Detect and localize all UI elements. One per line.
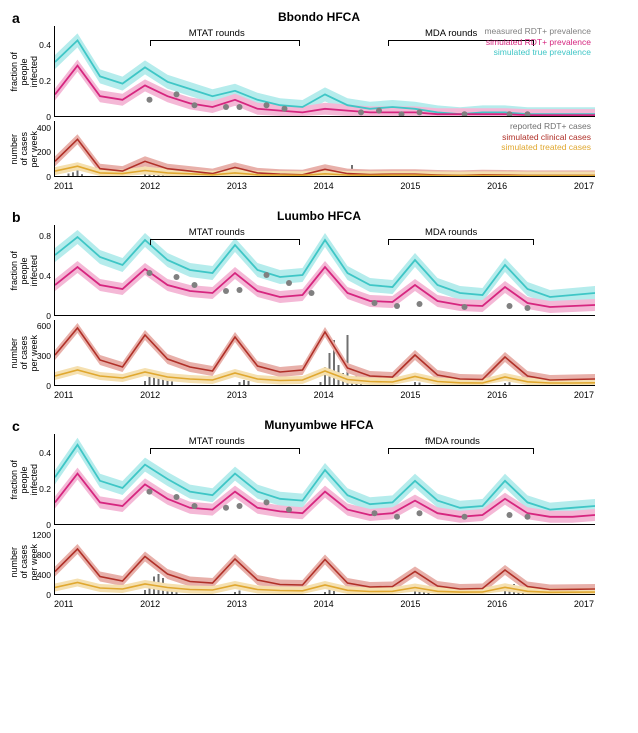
panel-label: b [12,209,21,225]
legend-item: measured RDT+ prevalence [484,26,591,37]
panel-b: bLuumbo HFCA fraction ofpeopleinfected 0 0.… [10,209,628,400]
xtick: 2016 [487,181,507,191]
xtick: 2015 [400,599,420,609]
panel-label: a [12,10,20,26]
xaxis: 2011 2012 2013 2014 2015 2016 2017 [54,390,594,400]
ytick: 0 [46,520,51,530]
xtick: 2015 [400,390,420,400]
ylabel-bottom: numberof casesper week [10,335,24,372]
xtick: 2016 [487,599,507,609]
panel-c: cMunyumbwe HFCA fraction ofpeopleinfected… [10,418,628,609]
prevalence-plot: MTAT rounds fMDA rounds [54,434,595,525]
round-label: MTAT rounds [189,227,245,238]
ytick: 0 [46,172,51,182]
panel-a: aBbondo HFCA fraction ofpeopleinfected 0 0.… [10,10,628,191]
xaxis: 2011 2012 2013 2014 2015 2016 2017 [54,181,594,191]
legend-top: measured RDT+ prevalencesimulated RDT+ p… [484,26,591,58]
xtick: 2015 [400,181,420,191]
ytick: 300 [37,351,51,361]
xtick: 2013 [227,390,247,400]
ytick: 0.2 [39,76,51,86]
legend-item: simulated true prevalence [484,47,591,58]
panel-title: Luumbo HFCA [10,209,628,223]
ylabel-top: fraction ofpeopleinfected [10,251,24,291]
xtick: 2012 [140,181,160,191]
round-bracket [150,448,301,454]
xtick: 2014 [314,599,334,609]
ytick: 400 [37,570,51,580]
ylabel-bottom: numberof casesper week [10,544,24,581]
panel-title: Munyumbwe HFCA [10,418,628,432]
ytick: 0.8 [39,231,51,241]
xaxis: 2011 2012 2013 2014 2015 2016 2017 [54,599,594,609]
round-bracket [388,239,534,245]
panel-title: Bbondo HFCA [10,10,628,24]
xtick: 2017 [574,390,594,400]
ytick: 200 [37,147,51,157]
ytick: 800 [37,550,51,560]
round-label: MDA rounds [425,28,477,39]
round-bracket [150,40,301,46]
xtick: 2014 [314,390,334,400]
ytick: 0 [46,112,51,122]
cases-plot: reported RDT+ casessimulated clinical ca… [54,121,595,177]
round-label: MDA rounds [425,227,477,238]
cases-plot [54,320,595,386]
xtick: 2013 [227,599,247,609]
ylabel-top: fraction ofpeopleinfected [10,52,24,92]
xtick: 2017 [574,599,594,609]
ytick: 0 [46,311,51,321]
panel-label: c [12,418,20,434]
ytick: 400 [37,123,51,133]
cases-plot [54,529,595,595]
round-label: MTAT rounds [189,436,245,447]
round-label: fMDA rounds [425,436,480,447]
ytick: 0 [46,590,51,600]
ytick: 0.4 [39,448,51,458]
prevalence-plot: MTAT rounds MDA rounds measured RDT+ preva… [54,26,595,117]
xtick: 2016 [487,390,507,400]
ytick: 0.4 [39,271,51,281]
round-label: MTAT rounds [189,28,245,39]
xtick: 2011 [54,599,73,609]
xtick: 2012 [140,599,160,609]
ytick: 0.4 [39,40,51,50]
xtick: 2014 [314,181,334,191]
ytick: 1200 [32,530,51,540]
legend-item: simulated RDT+ prevalence [484,37,591,48]
xtick: 2011 [54,390,73,400]
ylabel-bottom: numberof casesper week [10,131,24,168]
legend-item: reported RDT+ cases [501,121,591,132]
xtick: 2017 [574,181,594,191]
ylabel-top: fraction ofpeopleinfected [10,460,24,500]
prevalence-plot: MTAT rounds MDA rounds [54,225,595,316]
xtick: 2013 [227,181,247,191]
legend-item: simulated clinical cases [501,132,591,143]
ytick: 0.2 [39,484,51,494]
legend-item: simulated treated cases [501,142,591,153]
legend-bottom: reported RDT+ casessimulated clinical ca… [501,121,591,153]
round-bracket [388,448,534,454]
round-bracket [150,239,301,245]
xtick: 2012 [140,390,160,400]
ytick: 600 [37,321,51,331]
xtick: 2011 [54,181,73,191]
ytick: 0 [46,381,51,391]
